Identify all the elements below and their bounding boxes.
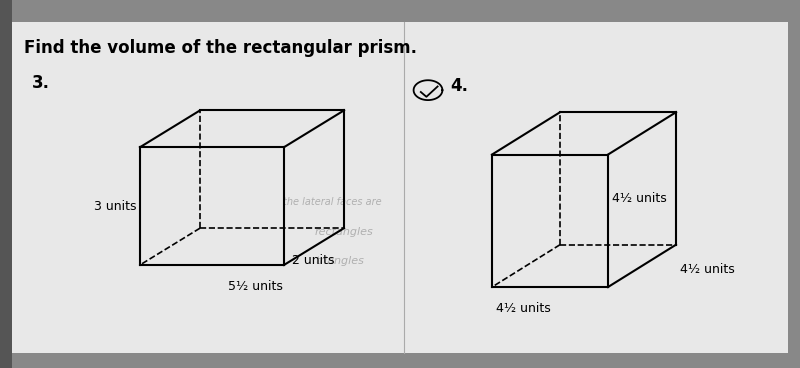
- Text: 2 units: 2 units: [292, 254, 334, 267]
- Text: 4½ units: 4½ units: [496, 302, 550, 315]
- Text: 3.: 3.: [32, 74, 50, 92]
- Text: 4½ units: 4½ units: [680, 263, 734, 276]
- Text: the lateral faces are: the lateral faces are: [282, 197, 382, 208]
- Text: 3 units: 3 units: [94, 199, 136, 213]
- Bar: [0, 0, 800, 22]
- Text: 4.: 4.: [450, 78, 469, 95]
- Text: triangles: triangles: [315, 256, 365, 266]
- Text: rectangles: rectangles: [314, 227, 374, 237]
- Bar: [788, 0, 800, 368]
- Text: 5½ units: 5½ units: [228, 280, 283, 293]
- Text: Find the volume of the rectangular prism.: Find the volume of the rectangular prism…: [24, 39, 417, 57]
- Bar: [0, 0, 12, 368]
- Text: 4½ units: 4½ units: [612, 192, 666, 205]
- Bar: [0, 353, 800, 368]
